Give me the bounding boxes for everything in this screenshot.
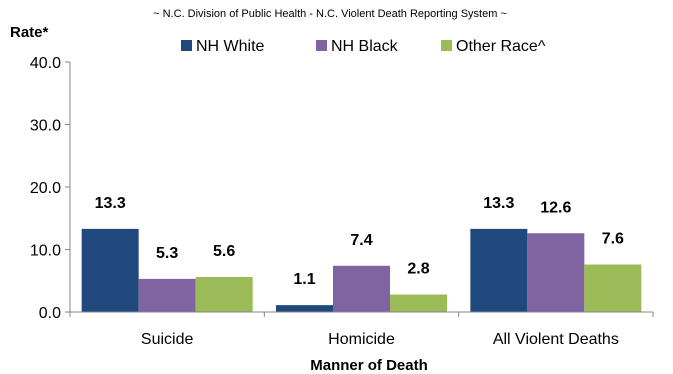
data-label: 13.3 — [95, 195, 126, 212]
data-label: 2.8 — [407, 261, 429, 278]
data-label: 7.4 — [350, 232, 372, 249]
y-axis: 0.0 10.0 20.0 30.0 40.0 — [30, 55, 71, 322]
legend-swatch — [316, 40, 327, 51]
legend-label: NH White — [196, 38, 265, 55]
data-label: 5.3 — [156, 245, 178, 262]
y-tick-label: 30.0 — [30, 118, 61, 135]
legend-swatch — [441, 40, 452, 51]
bar — [138, 278, 196, 312]
x-axis-label: Manner of Death — [310, 357, 428, 374]
x-axis: Suicide Homicide All Violent Deaths — [69, 311, 654, 348]
legend-label: NH Black — [331, 38, 399, 55]
legend: NH White NH Black Other Race^ — [181, 38, 546, 55]
chart-subtitle: ~ N.C. Division of Public Health - N.C. … — [153, 8, 507, 20]
bar — [276, 305, 333, 312]
y-tick-label: 10.0 — [30, 243, 61, 260]
bar — [333, 265, 390, 312]
bar — [584, 264, 642, 312]
bars: 13.3 1.1 13.3 5.3 7.4 12.6 5.6 2.8 7.6 — [81, 195, 642, 312]
y-tick-label: 20.0 — [30, 180, 61, 197]
bar — [81, 228, 139, 312]
data-label: 7.6 — [602, 231, 624, 248]
legend-label: Other Race^ — [456, 38, 546, 55]
legend-swatch — [181, 40, 192, 51]
y-tick-label: 0.0 — [39, 305, 61, 322]
bar — [390, 294, 447, 312]
y-tick-label: 40.0 — [30, 55, 61, 72]
bar — [470, 228, 528, 312]
data-label: 1.1 — [293, 271, 315, 288]
bar — [195, 277, 253, 312]
x-tick-label: Homicide — [328, 331, 395, 348]
data-label: 12.6 — [540, 199, 571, 216]
data-label: 5.6 — [213, 243, 235, 260]
x-tick-label: Suicide — [141, 331, 194, 348]
bar — [527, 233, 585, 312]
x-tick-label: All Violent Deaths — [493, 331, 619, 348]
data-label: 13.3 — [483, 195, 514, 212]
y-axis-label: Rate* — [10, 24, 49, 41]
